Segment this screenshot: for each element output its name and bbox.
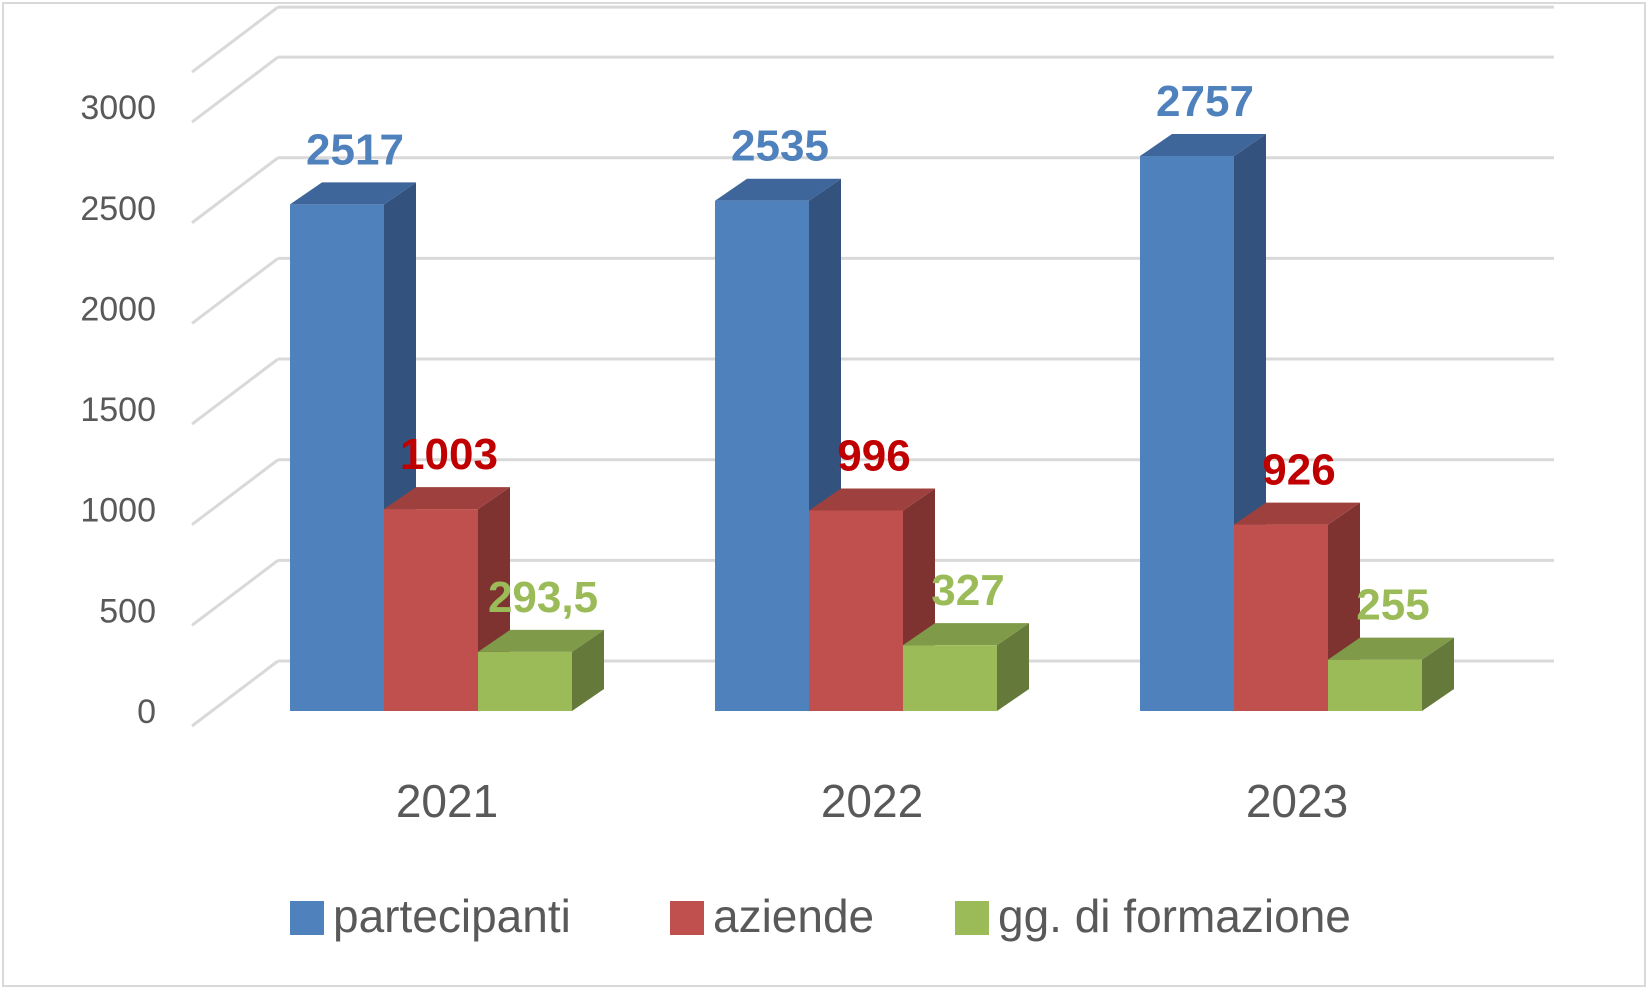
legend-swatch: [290, 901, 324, 935]
bar-top: [1328, 637, 1454, 660]
bar-top: [1140, 134, 1266, 157]
legend-swatch: [670, 901, 704, 935]
y-tick-label: 0: [137, 693, 156, 731]
gridline-diagonal: [191, 5, 279, 74]
gridline-diagonal: [191, 559, 279, 627]
bar-side: [572, 629, 604, 711]
bar: [903, 645, 997, 711]
bar: [809, 510, 903, 711]
bar: [384, 509, 478, 711]
x-tick-label: 2021: [396, 775, 498, 827]
bar-top: [903, 623, 1029, 646]
data-label: 2757: [1156, 77, 1254, 126]
bar-top: [809, 488, 935, 511]
gridline-diagonal: [191, 156, 279, 224]
bar-top: [715, 178, 841, 201]
bar: [290, 204, 384, 712]
gridline-diagonal: [191, 55, 279, 124]
y-tick-label: 3000: [80, 89, 156, 127]
data-label: 1003: [400, 430, 498, 479]
data-label: 255: [1356, 581, 1429, 630]
gridline-diagonal: [191, 357, 279, 426]
data-label: 293,5: [488, 573, 598, 622]
x-tick-label: 2023: [1246, 775, 1348, 827]
data-label: 926: [1262, 446, 1335, 495]
bar-top: [1234, 502, 1360, 525]
bar-side: [997, 623, 1029, 711]
bar: [715, 200, 809, 711]
gridline-diagonal: [191, 257, 279, 325]
y-tick-label: 1000: [80, 492, 156, 530]
data-label: 327: [931, 566, 1004, 615]
bar: [478, 651, 572, 711]
data-label: 2535: [731, 122, 829, 171]
legend-label: partecipanti: [333, 890, 571, 942]
bar-top: [290, 182, 416, 205]
y-tick-label: 2500: [80, 190, 156, 228]
bar: [1328, 659, 1422, 711]
gridline-diagonal: [191, 458, 279, 526]
x-tick-label: 2022: [821, 775, 923, 827]
y-tick-label: 2000: [80, 290, 156, 328]
legend-swatch: [955, 901, 989, 935]
data-label: 996: [837, 432, 910, 481]
y-tick-label: 500: [99, 592, 156, 630]
y-tick-label: 1500: [80, 391, 156, 429]
bar: [1140, 156, 1234, 712]
bar-top: [384, 487, 510, 510]
gridline-diagonal: [191, 659, 279, 728]
bar-top: [478, 629, 604, 652]
bar-side: [1422, 637, 1454, 711]
legend-label: gg. di formazione: [998, 890, 1351, 942]
bar: [1234, 524, 1328, 711]
legend-label: aziende: [713, 890, 874, 942]
data-label: 2517: [306, 125, 404, 174]
